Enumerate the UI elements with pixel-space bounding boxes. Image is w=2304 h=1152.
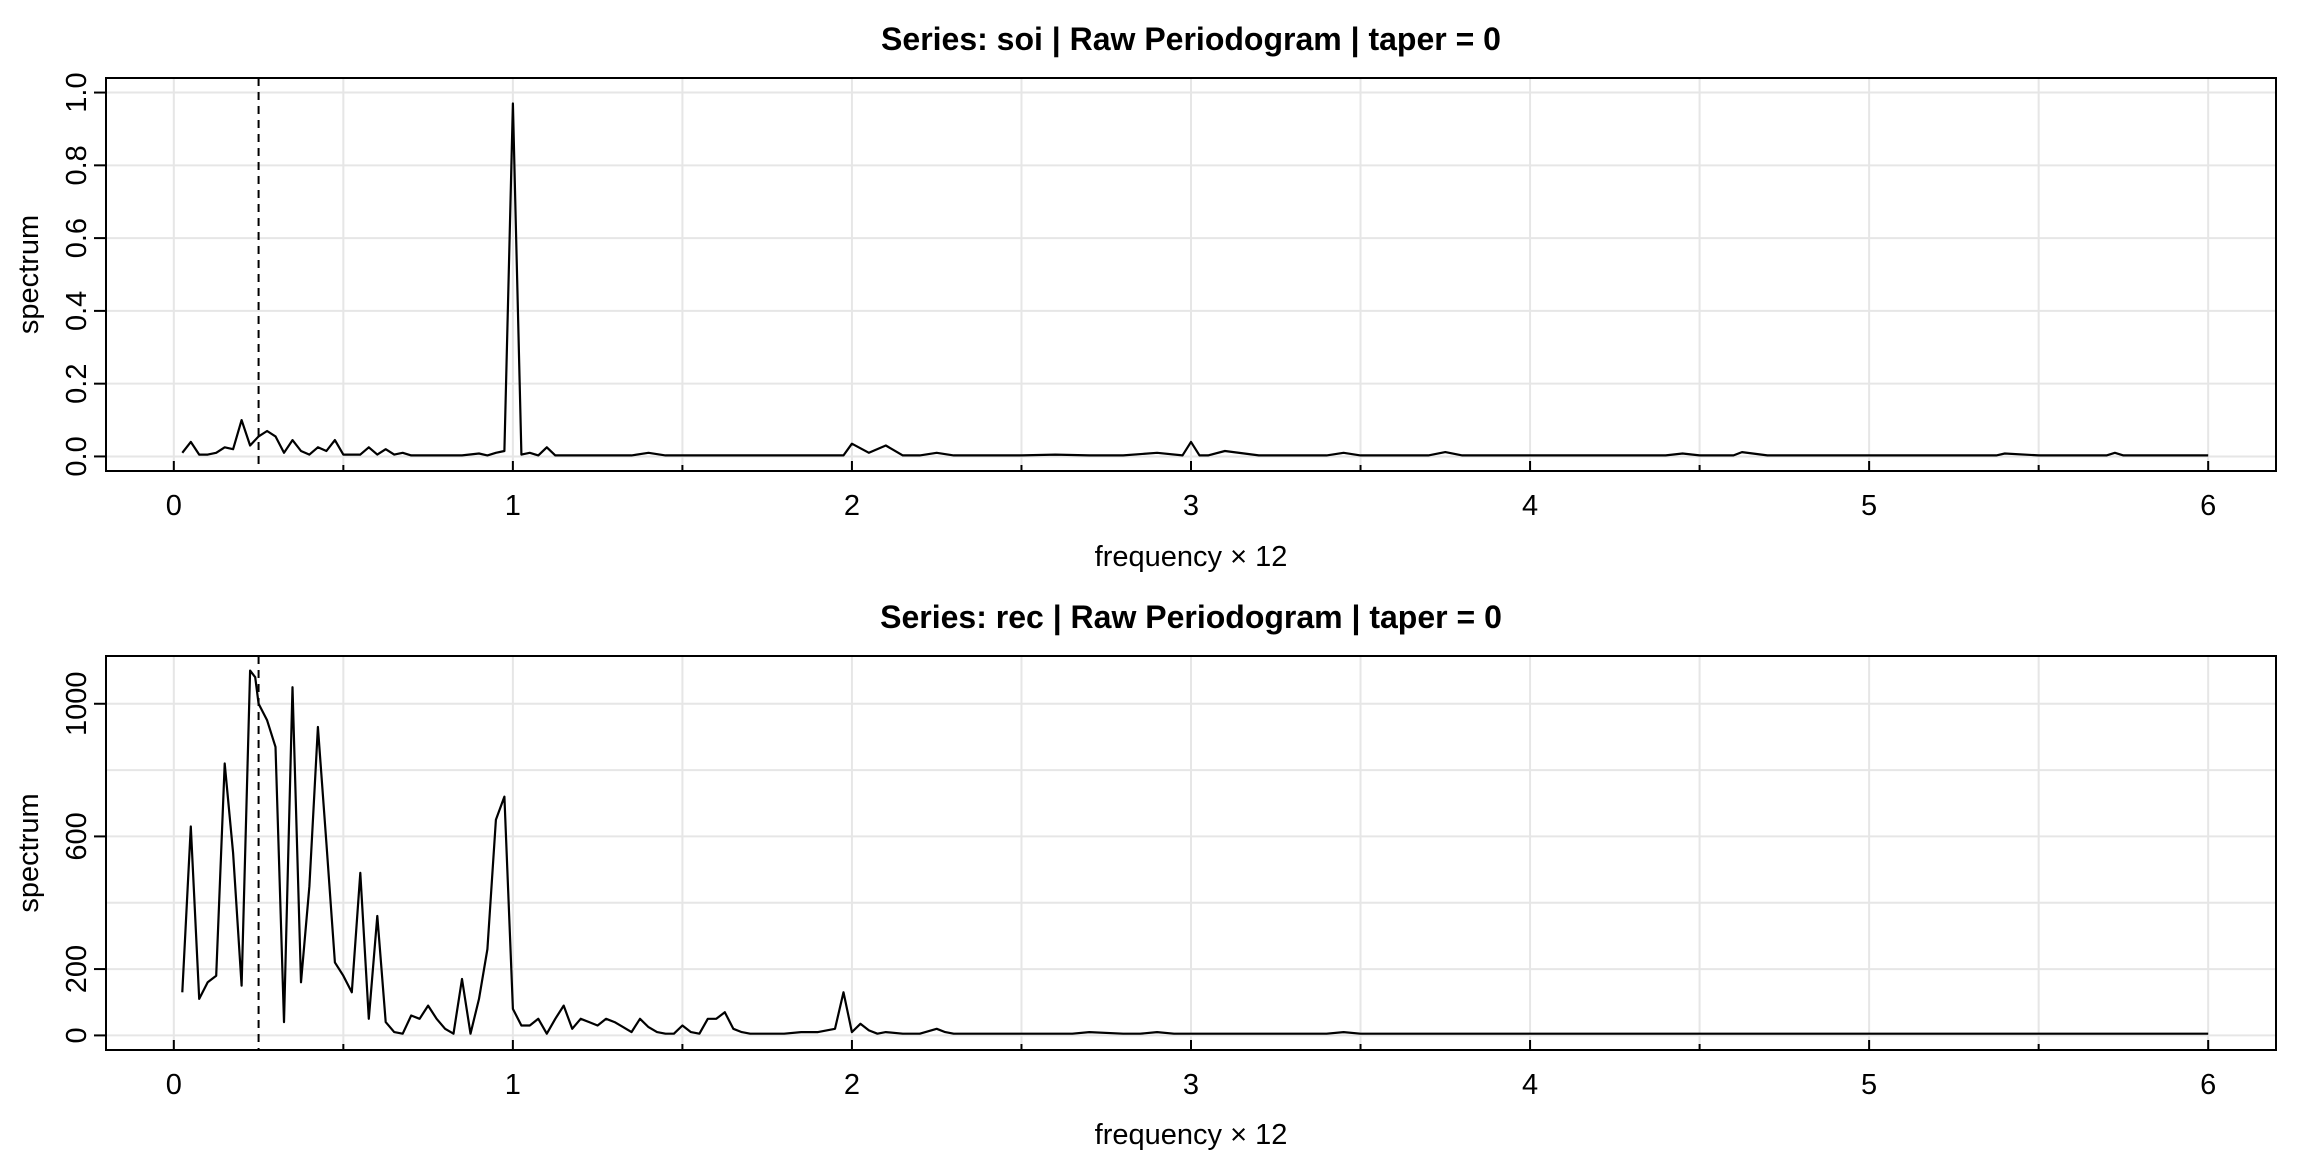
soi-x-tick-label: 1 — [505, 490, 521, 522]
rec-y-tick-label: 1000 — [61, 671, 93, 736]
rec-y-axis: 0 200 600 1000 — [61, 671, 106, 1043]
rec-y-axis-label: spectrum — [13, 793, 45, 912]
soi-x-axis: 0 1 2 3 4 5 6 — [166, 461, 2216, 522]
soi-x-tick-label: 5 — [1861, 490, 1877, 522]
soi-periodogram-panel: 0 1 2 3 4 5 6 0.0 0.2 0.4 0.6 0.8 1.0 Series: soi |… — [13, 21, 2277, 573]
rec-y-tick-label: 0 — [61, 1027, 93, 1043]
rec-x-axis: 0 1 2 3 4 5 6 — [166, 1040, 2216, 1101]
rec-spectrum-line — [181, 669, 2209, 1035]
rec-y-tick-label: 200 — [61, 945, 93, 993]
rec-grid — [106, 656, 2276, 1050]
soi-x-tick-label: 0 — [166, 490, 182, 522]
rec-periodogram-panel: 0 1 2 3 4 5 6 0 200 600 1000 Series: rec | Raw Pe… — [13, 599, 2277, 1151]
soi-x-axis-label: frequency × 12 — [1095, 541, 1288, 573]
rec-x-tick-label: 1 — [505, 1069, 521, 1101]
soi-y-tick-label: 1.0 — [61, 72, 93, 112]
soi-grid — [106, 78, 2276, 471]
soi-spectrum-line — [181, 102, 2209, 457]
rec-y-tick-label: 600 — [61, 812, 93, 860]
rec-x-tick-label: 0 — [166, 1069, 182, 1101]
soi-y-tick-label: 0.2 — [61, 364, 93, 404]
soi-y-axis-label: spectrum — [13, 215, 45, 334]
rec-x-tick-label: 5 — [1861, 1069, 1877, 1101]
soi-y-tick-label: 0.4 — [61, 291, 93, 331]
soi-x-tick-label: 4 — [1522, 490, 1538, 522]
soi-y-tick-label: 0.8 — [61, 145, 93, 185]
rec-x-tick-label: 2 — [844, 1069, 860, 1101]
soi-y-tick-label: 0.6 — [61, 218, 93, 258]
soi-x-tick-label: 3 — [1183, 490, 1199, 522]
soi-x-tick-label: 2 — [844, 490, 860, 522]
soi-chart-title: Series: soi | Raw Periodogram | taper = … — [881, 21, 1501, 57]
soi-y-axis: 0.0 0.2 0.4 0.6 0.8 1.0 — [61, 72, 106, 477]
soi-x-tick-label: 6 — [2200, 490, 2216, 522]
rec-x-axis-label: frequency × 12 — [1095, 1119, 1288, 1151]
rec-x-tick-label: 3 — [1183, 1069, 1199, 1101]
rec-x-tick-label: 6 — [2200, 1069, 2216, 1101]
soi-y-tick-label: 0.0 — [61, 436, 93, 476]
rec-x-tick-label: 4 — [1522, 1069, 1538, 1101]
rec-chart-title: Series: rec | Raw Periodogram | taper = … — [880, 599, 1502, 635]
